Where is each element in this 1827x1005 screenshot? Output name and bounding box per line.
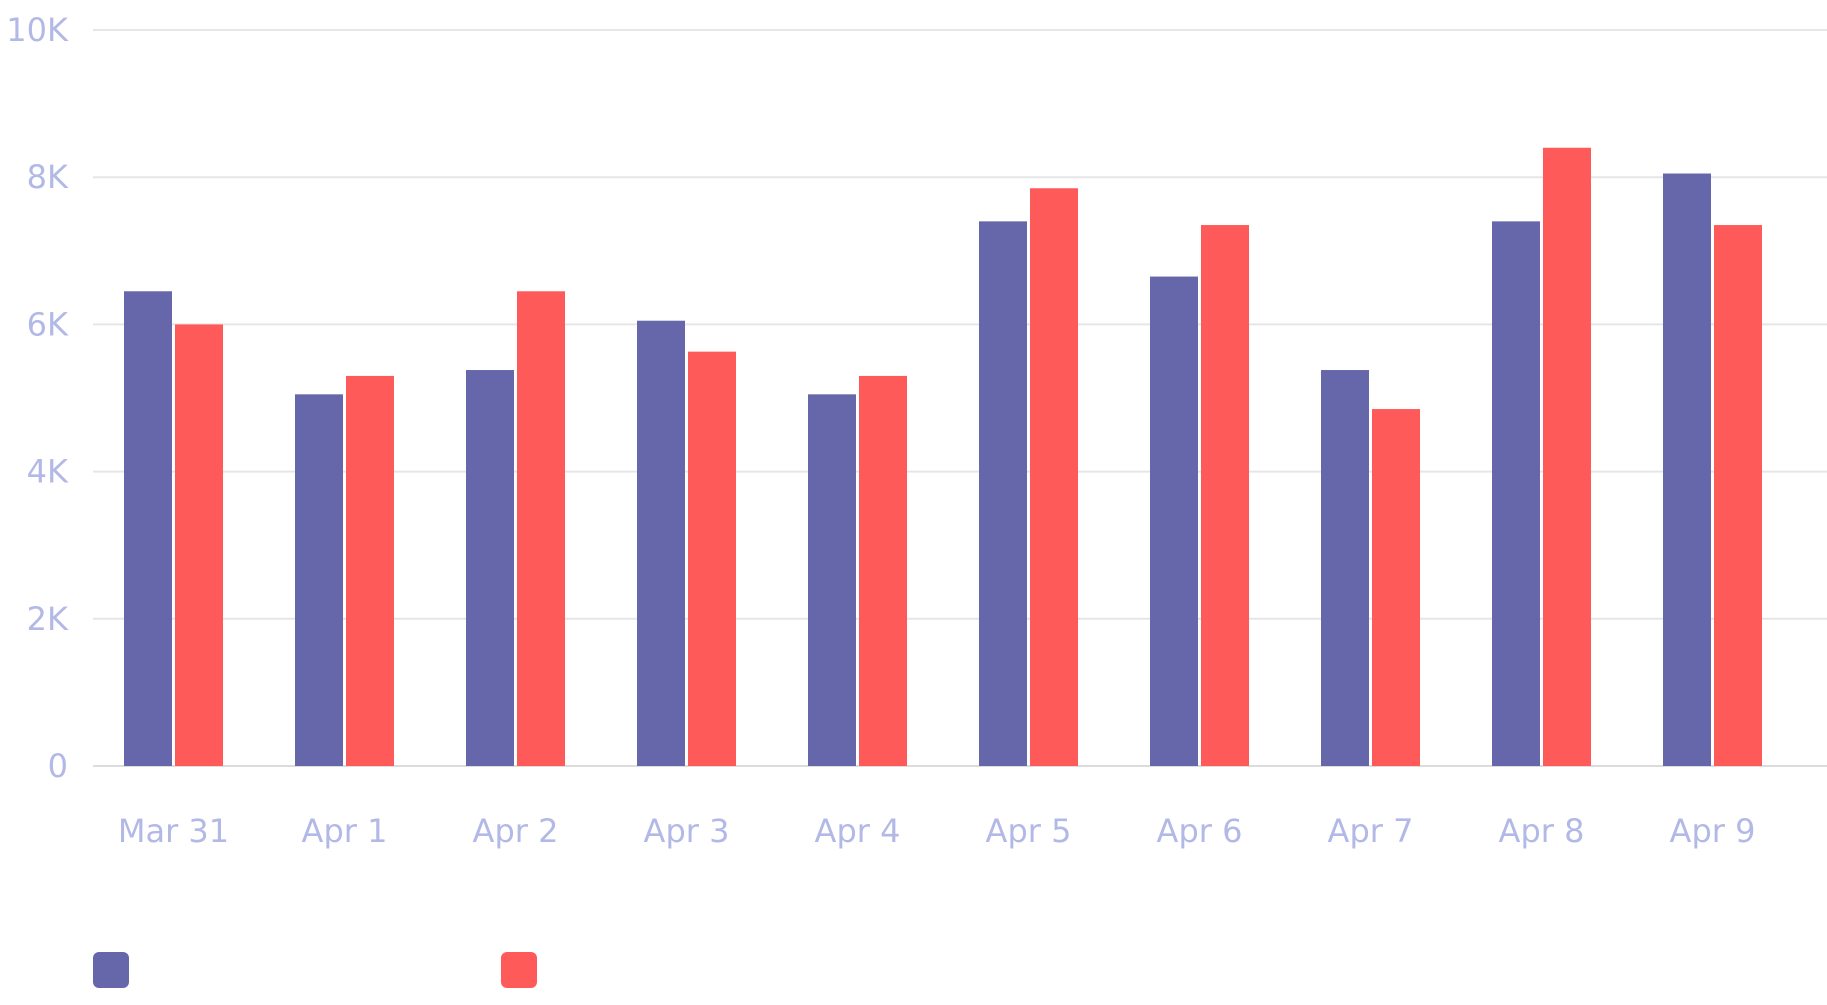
bar-series-2-apr-6[interactable] (1201, 225, 1249, 767)
x-tick-label: Apr 1 (302, 812, 388, 850)
legend-swatch-series-1 (93, 952, 129, 988)
y-tick-label: 2K (27, 600, 69, 638)
bar-series-1-apr-8[interactable] (1492, 221, 1540, 767)
x-tick-label: Apr 6 (1157, 812, 1243, 850)
bar-series-2-apr-8[interactable] (1543, 147, 1591, 766)
bar-series-2-apr-4[interactable] (859, 375, 907, 766)
bar-series-2-apr-3[interactable] (688, 351, 736, 766)
bar-series-2-apr-1[interactable] (346, 375, 394, 766)
bar-series-1-apr-3[interactable] (637, 320, 685, 766)
y-tick-label: 6K (27, 305, 69, 343)
bar-chart: 0 2K 4K 6K 8K 10K Mar 31 Apr 1 Apr 2 Apr 3 Apr 4 A… (6, 11, 1827, 850)
y-tick-label: 10K (6, 11, 69, 49)
legend-item-series-1[interactable] (93, 952, 431, 988)
bar-series-2-apr-7[interactable] (1372, 409, 1420, 766)
x-tick-label: Apr 2 (473, 812, 559, 850)
bar-series-2-mar-31[interactable] (175, 324, 223, 766)
y-tick-label: 8K (27, 158, 69, 196)
y-tick-label: 0 (48, 747, 68, 785)
bar-series-1-apr-1[interactable] (295, 394, 343, 766)
x-tick-label: Mar 31 (118, 812, 229, 850)
x-tick-label: Apr 7 (1328, 812, 1414, 850)
bar-series-1-apr-7[interactable] (1321, 370, 1369, 766)
y-axis-labels: 0 2K 4K 6K 8K 10K (6, 11, 69, 785)
legend-item-series-2[interactable] (501, 952, 839, 988)
bar-series-2-apr-9[interactable] (1714, 225, 1762, 767)
x-tick-label: Apr 3 (644, 812, 730, 850)
x-tick-label: Apr 5 (986, 812, 1072, 850)
bars-layer (124, 147, 1762, 767)
x-tick-label: Apr 8 (1499, 812, 1585, 850)
bar-series-1-apr-2[interactable] (466, 370, 514, 766)
bar-series-1-apr-5[interactable] (979, 221, 1027, 767)
legend (93, 952, 839, 988)
x-axis-labels: Mar 31 Apr 1 Apr 2 Apr 3 Apr 4 Apr 5 Apr 6 Apr … (118, 812, 1756, 850)
y-tick-label: 4K (27, 453, 69, 491)
bar-series-1-apr-4[interactable] (808, 394, 856, 766)
x-tick-label: Apr 9 (1670, 812, 1756, 850)
bar-series-1-apr-9[interactable] (1663, 173, 1711, 766)
bar-series-1-mar-31[interactable] (124, 291, 172, 766)
bar-series-1-apr-6[interactable] (1150, 276, 1198, 766)
bar-series-2-apr-2[interactable] (517, 291, 565, 766)
x-tick-label: Apr 4 (815, 812, 901, 850)
legend-swatch-series-2 (501, 952, 537, 988)
bar-series-2-apr-5[interactable] (1030, 188, 1078, 767)
